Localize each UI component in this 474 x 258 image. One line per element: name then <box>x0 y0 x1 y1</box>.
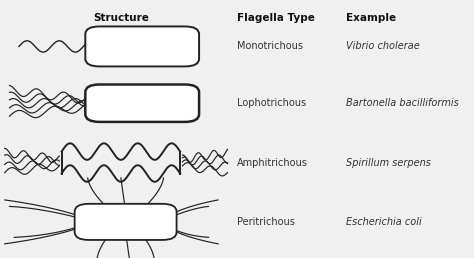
FancyBboxPatch shape <box>75 204 176 240</box>
FancyBboxPatch shape <box>85 85 199 122</box>
Text: Flagella Type: Flagella Type <box>237 13 315 23</box>
Text: Vibrio cholerae: Vibrio cholerae <box>346 42 420 51</box>
Text: Amphitrichous: Amphitrichous <box>237 158 308 167</box>
Text: Bartonella bacilliformis: Bartonella bacilliformis <box>346 98 459 108</box>
Text: Escherichia coli: Escherichia coli <box>346 217 422 227</box>
Text: Lophotrichous: Lophotrichous <box>237 98 306 108</box>
Text: Monotrichous: Monotrichous <box>237 42 303 51</box>
Text: Spirillum serpens: Spirillum serpens <box>346 158 431 167</box>
Text: Structure: Structure <box>93 13 149 23</box>
Text: Peritrichous: Peritrichous <box>237 217 295 227</box>
FancyBboxPatch shape <box>85 27 199 67</box>
Text: Example: Example <box>346 13 396 23</box>
